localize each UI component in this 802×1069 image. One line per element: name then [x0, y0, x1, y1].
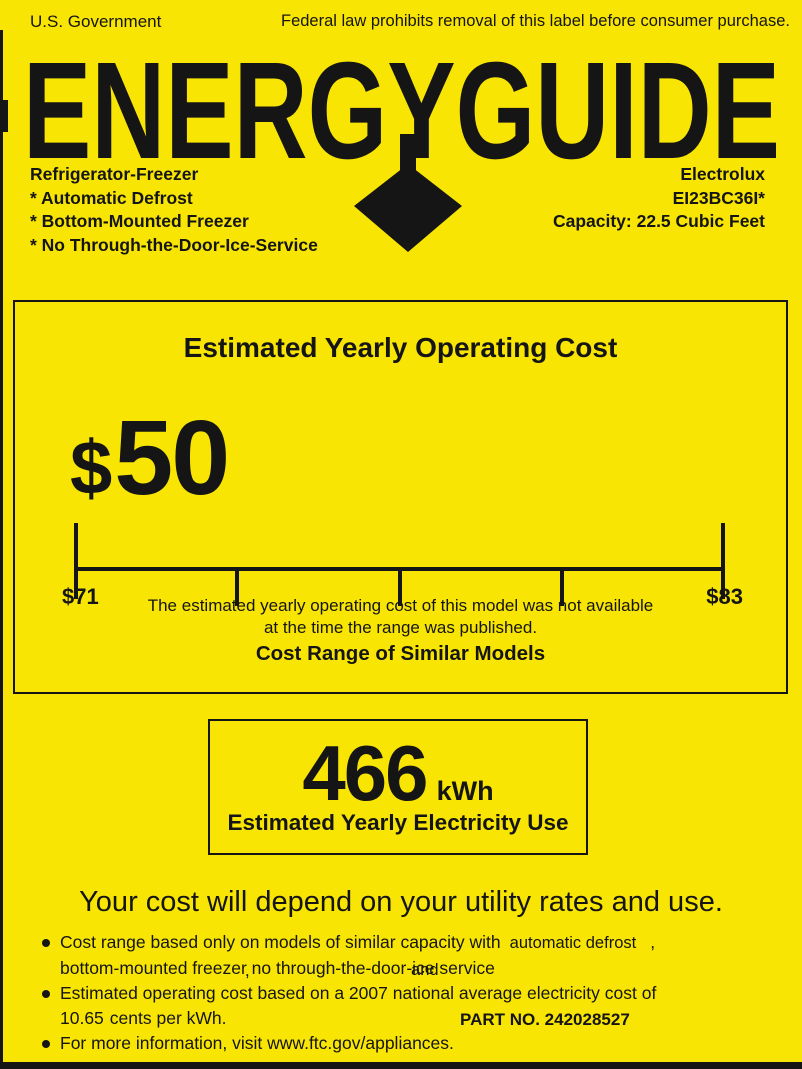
footnote-electricity-cost-line1: Estimated operating cost based on a 2007…	[42, 981, 772, 1006]
federal-law-notice: Federal law prohibits removal of this la…	[280, 12, 790, 30]
scale-mid-tick	[235, 569, 239, 606]
footnote-cost-range-line2: bottom-mounted freezer, no through-the-d…	[42, 956, 772, 981]
currency-symbol: $	[70, 426, 112, 511]
overlapping-comma: ,	[244, 960, 250, 980]
cost-range-scale: $71 $83	[62, 512, 743, 622]
operating-cost-title: Estimated Yearly Operating Cost	[183, 332, 618, 363]
footnote-text: ,	[650, 932, 656, 952]
cents-value: 10.65	[60, 1008, 104, 1028]
footnote-more-info: For more information, visit www.ftc.gov/…	[42, 1031, 772, 1056]
footnotes: Cost range based only on models of simil…	[42, 930, 772, 1056]
product-feature: * Automatic Defrost	[30, 187, 193, 208]
footnote-cost-range-line1: Cost range based only on models of simil…	[42, 930, 772, 956]
footnote-text: r	[240, 958, 247, 978]
scale-min-label: $71	[62, 584, 99, 609]
range-note-line1: The estimated yearly operating cost of t…	[147, 596, 654, 615]
bottom-bar	[0, 1062, 802, 1069]
footnote-text: cents per kWh.	[109, 1008, 227, 1028]
overlapping-and-text: and	[411, 961, 439, 979]
electricity-value-row: 466 kWh	[302, 729, 494, 817]
footnote-text: Cost range based only on models of simil…	[60, 932, 501, 952]
scale-min-tick	[74, 523, 78, 599]
model-number: EI23BC36I*	[672, 187, 765, 208]
scale-max-label: $83	[706, 584, 743, 609]
kwh-unit: kWh	[436, 776, 494, 806]
left-border	[0, 30, 3, 1062]
brand-name: Electrolux	[680, 164, 765, 184]
cost-amount: 50	[114, 399, 230, 517]
left-edge-mark	[0, 100, 8, 132]
scale-mid-tick	[397, 569, 402, 606]
us-government-text: U.S. Government	[30, 12, 162, 31]
kwh-value: 466	[302, 729, 428, 817]
product-feature: * No Through-the-Door-Ice-Service	[30, 234, 318, 255]
product-category: Refrigerator-Freezer	[30, 164, 199, 184]
capacity: Capacity: 22.5 Cubic Feet	[552, 211, 765, 231]
scale-mid-tick	[560, 569, 564, 606]
operating-cost-box: Estimated Yearly Operating Cost $50 $71 …	[13, 300, 788, 694]
range-note-line2: at the time the range was published.	[263, 618, 538, 637]
scale-max-tick	[721, 523, 725, 599]
bullet-icon	[42, 939, 50, 947]
footnote-text: ce	[416, 958, 440, 978]
part-number: PART NO. 242028527	[460, 1010, 630, 1029]
product-info: Refrigerator-Freezer * Automatic Defrost…	[30, 163, 318, 257]
footnote-electricity-cost-line2: 10.65 cents per kWh.	[42, 1006, 772, 1031]
electricity-use-caption: Estimated Yearly Electricity Use	[227, 810, 569, 835]
footnote-text: bottom-mounted freeze	[60, 958, 241, 978]
down-arrow-icon	[354, 134, 462, 252]
electricity-use-box: 466 kWh Estimated Yearly Electricity Use	[208, 719, 588, 855]
footnote-text: Estimated operating cost based on a 2007…	[60, 983, 657, 1003]
estimated-cost-value: $50	[70, 398, 230, 519]
cost-range-caption: Cost Range of Similar Models	[255, 642, 546, 665]
footnote-insert-text: automatic defrost	[509, 934, 637, 952]
footnote-text: no through-the-door-i	[246, 958, 417, 978]
bullet-icon	[42, 1040, 50, 1048]
ftc-url-text: For more information, visit www.ftc.gov/…	[60, 1033, 454, 1053]
bullet-icon	[42, 990, 50, 998]
utility-rates-disclaimer: Your cost will depend on your utility ra…	[79, 886, 723, 918]
manufacturer-info: Electrolux EI23BC36I* Capacity: 22.5 Cub…	[553, 163, 765, 234]
product-feature: * Bottom-Mounted Freezer	[30, 211, 249, 231]
footnote-text: service	[439, 958, 495, 978]
